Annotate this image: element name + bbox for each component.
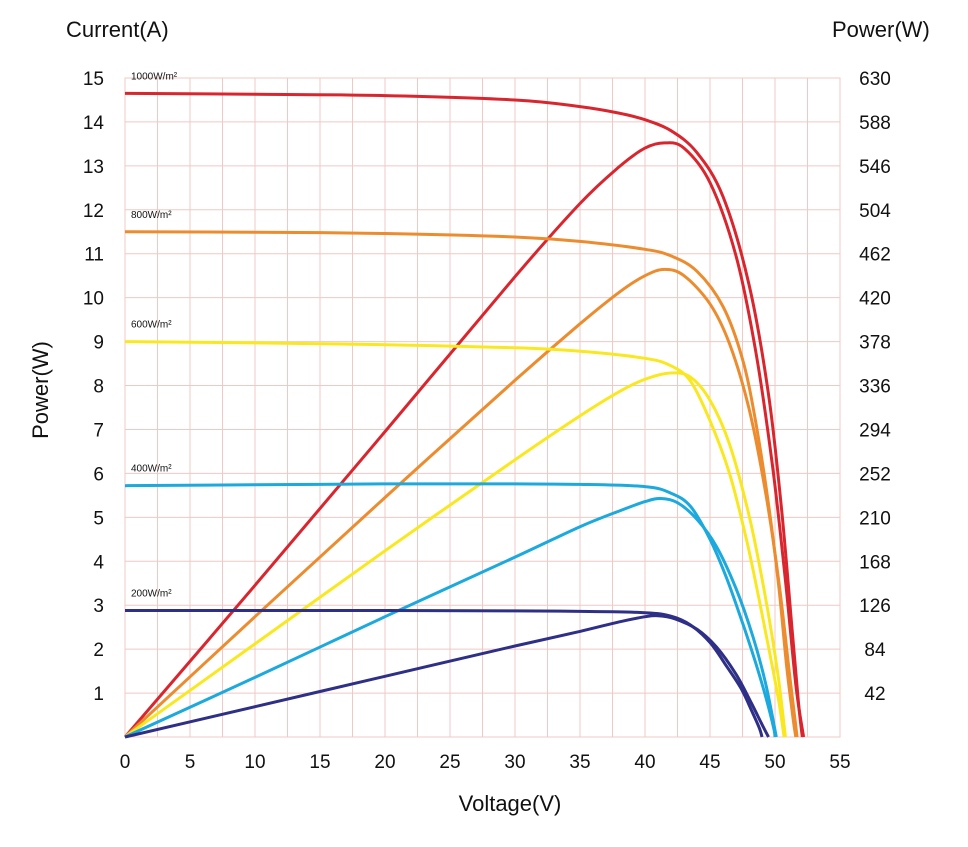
x-tick-label: 50 bbox=[764, 752, 785, 773]
grid bbox=[124, 77, 841, 738]
y2-tick-label: 420 bbox=[859, 289, 891, 310]
iv-curve-line bbox=[124, 340, 786, 738]
x-axis-label: Voltage(V) bbox=[459, 791, 562, 816]
y-tick-label: 8 bbox=[93, 377, 104, 398]
series-label: 800W/m² bbox=[131, 210, 172, 221]
x-tick-label: 5 bbox=[185, 752, 196, 773]
y2-tick-label: 546 bbox=[859, 157, 891, 178]
y2-tick-label: 294 bbox=[859, 420, 891, 441]
series-label: 600W/m² bbox=[131, 320, 172, 331]
x-tick-label: 15 bbox=[309, 752, 330, 773]
y2-tick-label: 210 bbox=[859, 508, 891, 529]
y-axis-label: Power(W) bbox=[28, 341, 53, 439]
y-tick-label: 11 bbox=[84, 245, 104, 266]
x-tick-label: 30 bbox=[504, 752, 525, 773]
y-tick-label: 10 bbox=[83, 289, 104, 310]
y-top-axis-label: Current(A) bbox=[66, 17, 169, 42]
y2-tick-label: 630 bbox=[859, 69, 891, 90]
series-lines bbox=[123, 91, 806, 739]
y-tick-label: 13 bbox=[83, 157, 104, 178]
y-tick-label: 15 bbox=[83, 69, 104, 90]
iv-curve-line bbox=[124, 482, 777, 738]
y-tick-label: 2 bbox=[93, 640, 104, 661]
y2-tick-label: 378 bbox=[859, 333, 891, 354]
x-tick-label: 55 bbox=[829, 752, 850, 773]
iv-curve-line bbox=[125, 608, 764, 738]
y2-tick-label: 42 bbox=[864, 684, 885, 705]
y-tick-label: 1 bbox=[93, 684, 104, 705]
y-tick-label: 6 bbox=[93, 464, 104, 485]
y2-tick-label: 252 bbox=[859, 464, 891, 485]
series-label: 1000W/m² bbox=[131, 71, 178, 82]
x-tick-label: 35 bbox=[569, 752, 590, 773]
x-tick-label: 25 bbox=[439, 752, 460, 773]
x-tick-label: 45 bbox=[699, 752, 720, 773]
y-tick-label: 3 bbox=[93, 596, 104, 617]
tick-labels: 0 5 10 15 20 25 30 35 40 45 50 55123456789101112131… bbox=[83, 69, 891, 773]
x-tick-label: 20 bbox=[374, 752, 395, 773]
y2-tick-label: 504 bbox=[859, 201, 891, 222]
y2-tick-label: 588 bbox=[859, 113, 891, 134]
y2-tick-label: 336 bbox=[859, 377, 891, 398]
y-tick-label: 4 bbox=[93, 552, 104, 573]
iv-curve-line bbox=[124, 91, 804, 738]
x-tick-label: 0 bbox=[120, 752, 131, 773]
y-tick-label: 7 bbox=[93, 420, 104, 441]
y2-tick-label: 126 bbox=[859, 596, 891, 617]
x-tick-label: 10 bbox=[244, 752, 265, 773]
y2-tick-label: 84 bbox=[864, 640, 886, 661]
y-tick-label: 12 bbox=[83, 201, 104, 222]
pv-curve-line bbox=[124, 496, 778, 739]
y2-axis-label: Power(W) bbox=[832, 17, 930, 42]
pv-curve-line bbox=[124, 614, 770, 739]
x-tick-label: 40 bbox=[634, 752, 655, 773]
y-tick-label: 14 bbox=[83, 113, 105, 134]
series-label: 400W/m² bbox=[131, 464, 172, 475]
y2-tick-label: 168 bbox=[859, 552, 891, 573]
series-labels: 1000W/m² 800W/m² 600W/m² 400W/m² 200W/m² bbox=[131, 71, 178, 599]
pv-curve-line bbox=[123, 141, 806, 738]
pv-curve-line bbox=[124, 371, 787, 739]
iv-curve-line bbox=[124, 230, 798, 738]
y-tick-label: 9 bbox=[93, 333, 104, 354]
series-label: 200W/m² bbox=[131, 588, 172, 599]
y-tick-label: 5 bbox=[93, 508, 104, 529]
y2-tick-label: 462 bbox=[859, 245, 891, 266]
